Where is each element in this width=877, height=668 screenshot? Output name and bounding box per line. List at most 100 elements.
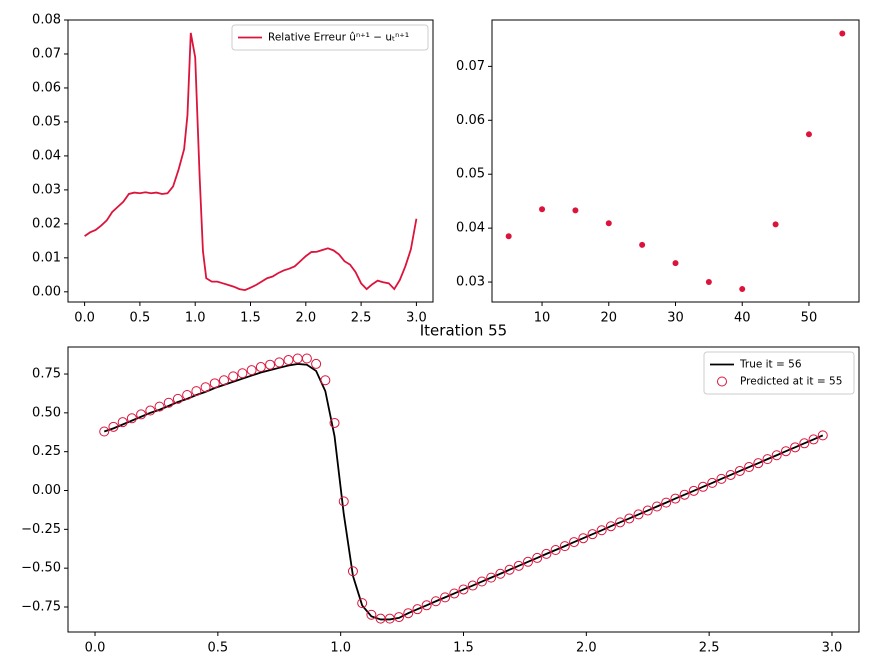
point — [539, 206, 546, 213]
marker — [790, 442, 801, 453]
y-tick-label: 0.01 — [32, 250, 61, 265]
marker — [541, 548, 552, 559]
marker — [578, 533, 589, 544]
marker — [136, 409, 147, 420]
legend-label: True it = 56 — [739, 359, 802, 371]
marker — [274, 357, 285, 368]
marker — [237, 368, 248, 379]
marker — [163, 397, 174, 408]
legend-box — [703, 351, 855, 395]
point — [505, 233, 512, 240]
point — [805, 131, 812, 138]
x-tick-label: 1.5 — [453, 641, 474, 656]
axes-frame — [491, 19, 860, 303]
marker — [440, 592, 451, 603]
marker — [421, 600, 432, 611]
y-tick-label: 0.50 — [32, 405, 61, 420]
marker — [154, 401, 165, 412]
y-tick-label: 0.00 — [32, 483, 61, 498]
marker — [228, 371, 239, 382]
y-tick-label: 0.75 — [32, 367, 61, 382]
marker — [126, 413, 137, 424]
marker — [495, 568, 506, 579]
marker — [734, 465, 745, 476]
x-tick-label: 2.0 — [576, 641, 597, 656]
point — [639, 241, 646, 248]
x-tick-label: 0.5 — [208, 641, 229, 656]
x-tick-label: 2.0 — [295, 311, 316, 326]
marker — [642, 505, 653, 516]
marker — [301, 353, 312, 364]
marker — [329, 417, 340, 428]
marker — [320, 375, 331, 386]
x-tick-label: 0.0 — [74, 311, 95, 326]
y-tick-label: 0.04 — [32, 148, 61, 163]
marker — [716, 473, 727, 484]
y-tick-label: 0.06 — [456, 113, 485, 128]
marker — [522, 556, 533, 567]
marker — [394, 612, 405, 623]
point — [739, 286, 746, 293]
y-tick-label: −0.50 — [21, 561, 61, 576]
marker — [707, 477, 718, 488]
marker — [467, 580, 478, 591]
marker — [753, 458, 764, 469]
axes-frame — [67, 19, 434, 303]
marker — [780, 446, 791, 457]
marker — [817, 430, 828, 441]
marker — [651, 501, 662, 512]
y-tick-label: 0.00 — [32, 284, 61, 299]
y-tick-label: 0.07 — [456, 59, 485, 74]
y-tick-label: 0.05 — [456, 167, 485, 182]
axes-frame — [67, 346, 860, 633]
marker — [366, 609, 377, 620]
marker — [670, 493, 681, 504]
marker — [559, 541, 570, 552]
y-tick-label: 0.04 — [456, 221, 485, 236]
y-tick-label: 0.02 — [32, 216, 61, 231]
marker — [108, 421, 119, 432]
x-tick-label: 50 — [801, 311, 818, 326]
y-tick-label: 0.25 — [32, 444, 61, 459]
marker — [633, 509, 644, 520]
x-tick-label: 40 — [734, 311, 751, 326]
x-tick-label: 1.0 — [185, 311, 206, 326]
marker — [200, 382, 211, 393]
chart-title: Iteration 55 — [420, 322, 507, 340]
marker — [338, 496, 349, 507]
marker — [596, 525, 607, 536]
marker — [762, 454, 773, 465]
marker — [403, 608, 414, 619]
marker — [615, 517, 626, 528]
point — [705, 279, 712, 286]
series-line — [84, 32, 418, 292]
marker — [587, 529, 598, 540]
marker — [265, 359, 276, 370]
marker — [679, 489, 690, 500]
marker — [209, 378, 220, 389]
marker — [246, 365, 257, 376]
y-tick-label: 0.08 — [32, 13, 61, 28]
marker — [513, 560, 524, 571]
marker — [504, 564, 515, 575]
legend-label: Relative Erreur ûⁿ⁺¹ − uₜⁿ⁺¹ — [268, 32, 409, 44]
x-tick-label: 10 — [534, 311, 551, 326]
point — [672, 260, 679, 267]
x-tick-label: 0.5 — [130, 311, 151, 326]
marker — [99, 426, 110, 437]
x-tick-label: 20 — [600, 311, 617, 326]
point — [572, 207, 579, 214]
marker — [117, 417, 128, 428]
x-tick-label: 3.0 — [822, 641, 843, 656]
legend-box — [231, 24, 429, 51]
y-tick-label: 0.03 — [32, 182, 61, 197]
point — [772, 221, 779, 228]
marker — [218, 375, 229, 386]
marker — [486, 572, 497, 583]
marker — [412, 604, 423, 615]
marker — [311, 358, 322, 369]
x-tick-label: 30 — [667, 311, 684, 326]
marker — [698, 481, 709, 492]
